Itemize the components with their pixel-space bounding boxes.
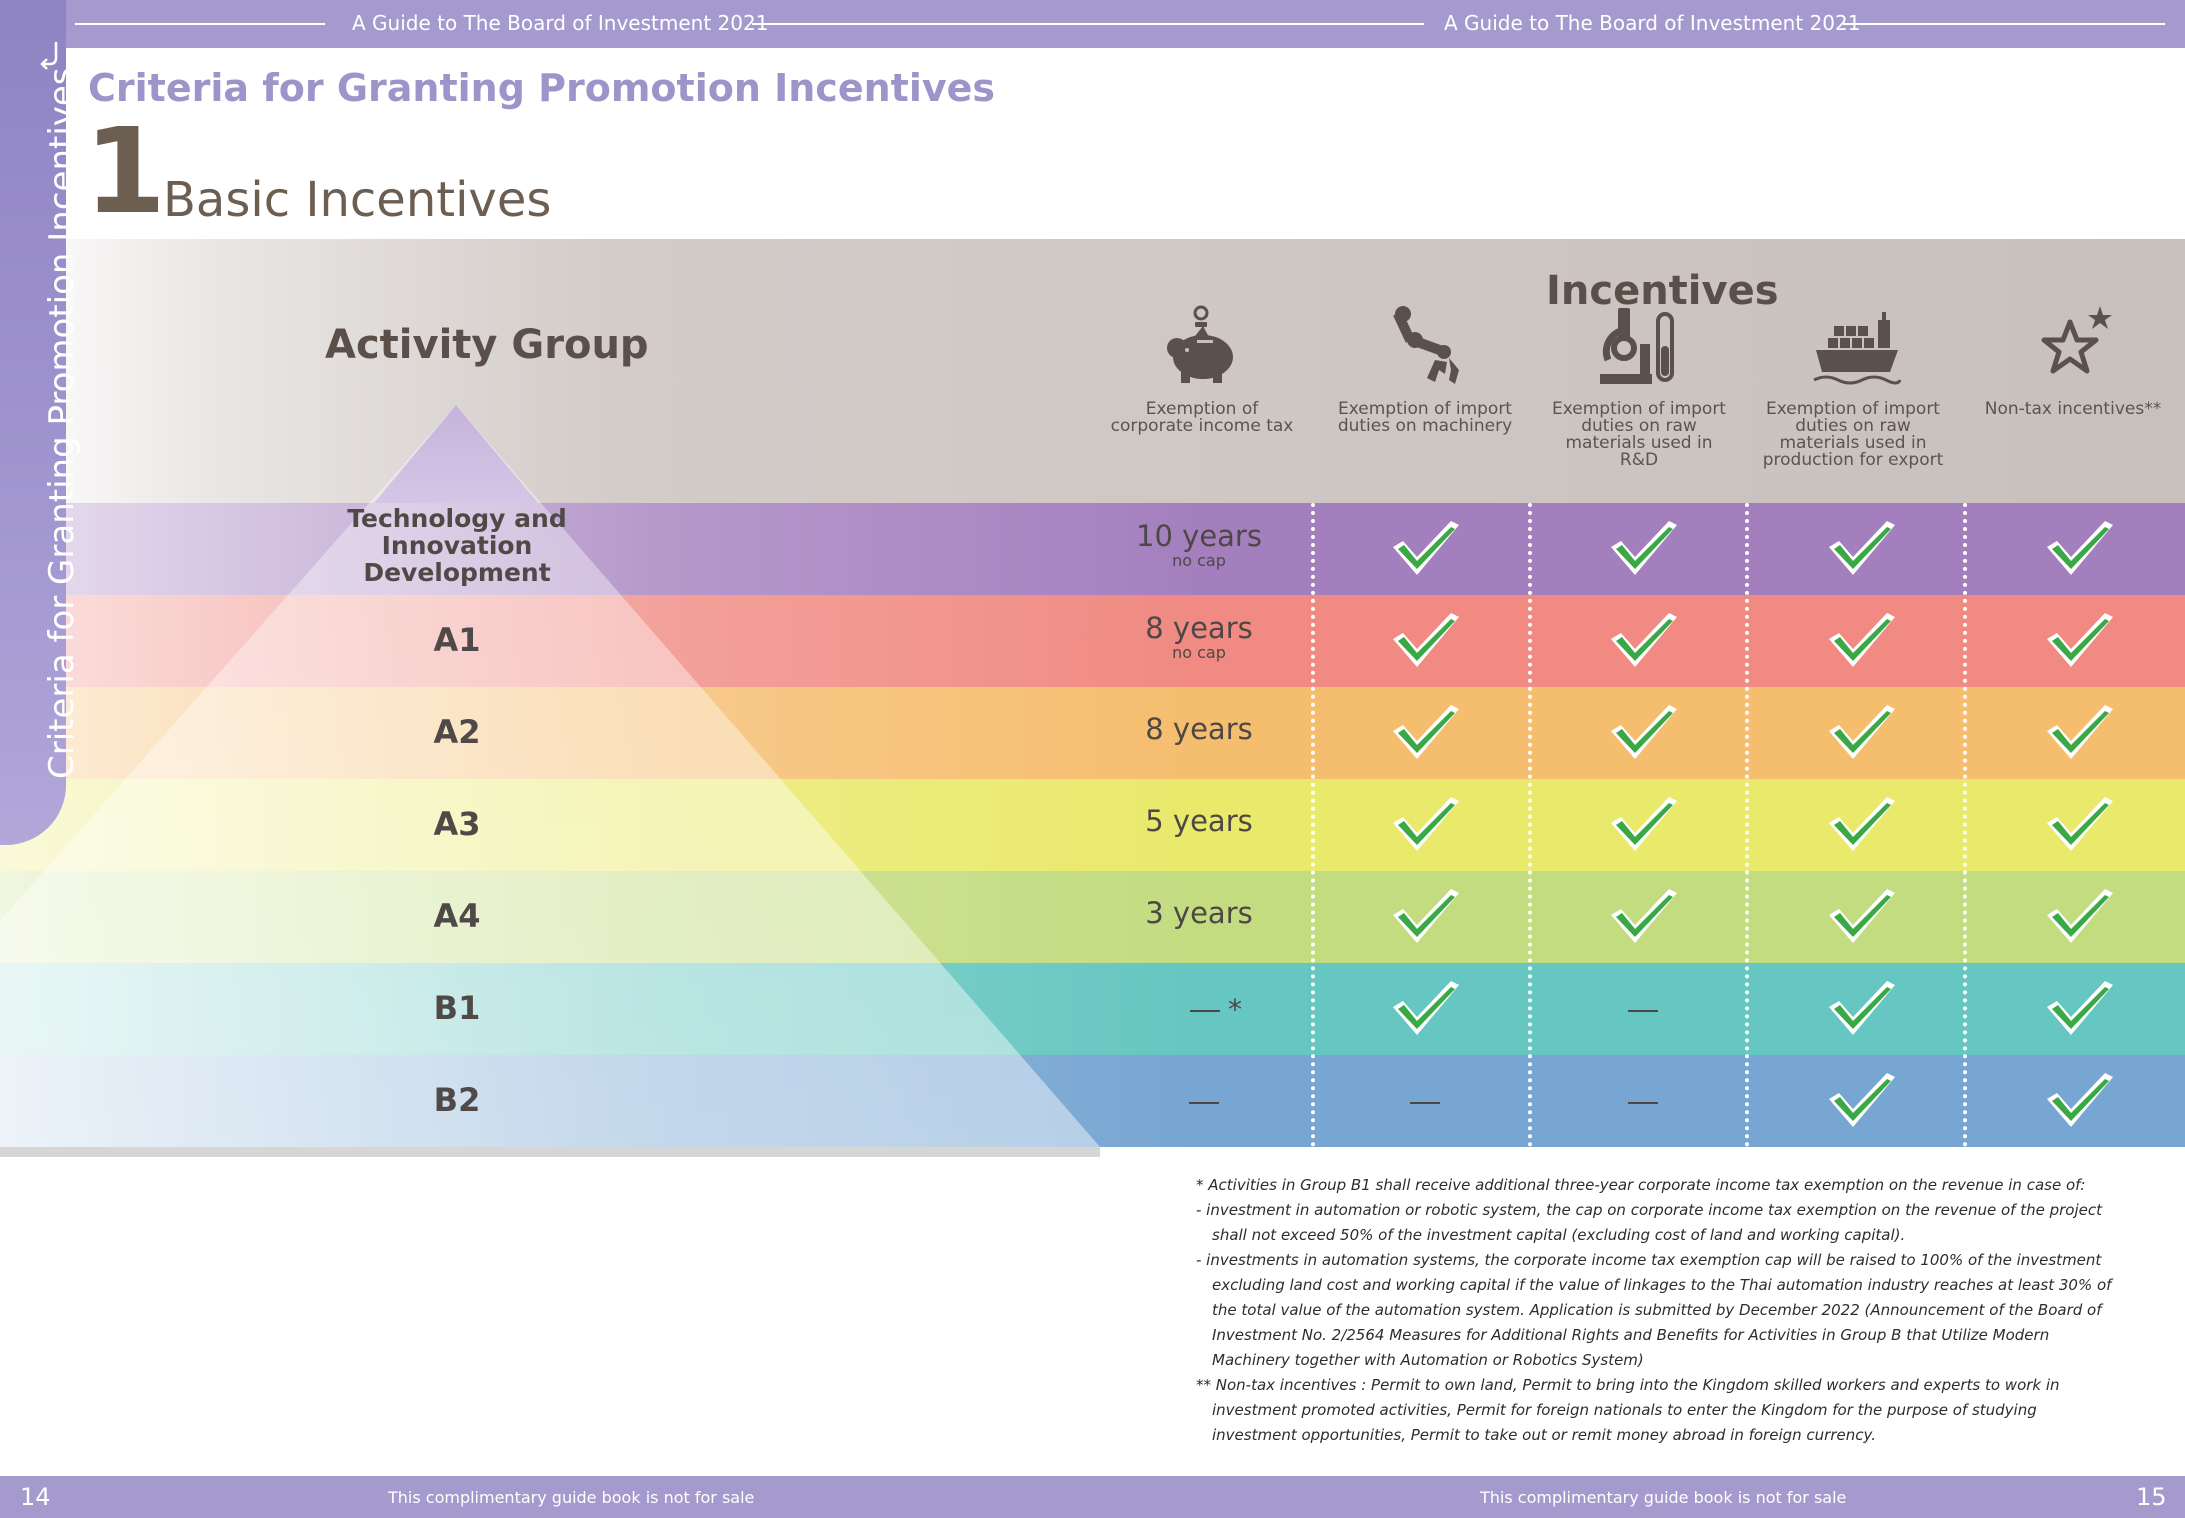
tax-exemption-years: 5 years — [1145, 804, 1253, 838]
activity-group-label: A3 — [433, 805, 481, 843]
pyramid-apex — [374, 405, 538, 503]
column-separator — [1528, 503, 1532, 1147]
no-incentive-dash — [1410, 1102, 1440, 1104]
tax-cap-note: no cap — [1172, 643, 1226, 662]
check-mark-icon — [1829, 521, 1895, 575]
check-mark-icon — [1393, 797, 1459, 851]
check-mark-icon — [1829, 705, 1895, 759]
check-mark-icon — [2047, 797, 2113, 851]
check-mark-icon — [2047, 521, 2113, 575]
check-mark-icon — [2047, 889, 2113, 943]
header-title-left: A Guide to The Board of Investment 2021 — [352, 11, 769, 35]
check-mark-icon — [1611, 889, 1677, 943]
column-separator — [1311, 503, 1315, 1147]
footer-bar — [0, 1476, 2185, 1518]
page-number-left: 14 — [20, 1483, 51, 1511]
header-rule-left — [75, 23, 325, 25]
check-mark-icon — [2047, 613, 2113, 667]
check-mark-icon — [1829, 889, 1895, 943]
check-mark-icon — [1611, 521, 1677, 575]
footnote-b1: * Activities in Group B1 shall receive a… — [1196, 1176, 2086, 1194]
footer-note-right: This complimentary guide book is not for… — [1480, 1488, 1847, 1507]
check-mark-icon — [1611, 613, 1677, 667]
activity-group-label: A1 — [433, 621, 481, 659]
side-section-tab[interactable] — [0, 0, 66, 845]
footnote-b1-automation: - investment in automation or robotic sy… — [1196, 1201, 2102, 1244]
header-rule-right — [1843, 23, 2165, 25]
incentive-col-label-1: Exemption of corporate income tax — [1110, 399, 1294, 436]
activity-group-heading: Activity Group — [325, 322, 649, 368]
tax-exemption-cell: 5 years — [1109, 806, 1289, 837]
incentive-col-label-4: Exemption of import duties on raw materi… — [1762, 399, 1944, 470]
footer-note-left: This complimentary guide book is not for… — [388, 1488, 755, 1507]
activity-group-label: Technology and Innovation Development — [347, 504, 567, 587]
table-header-band — [0, 239, 2185, 503]
check-mark-icon — [1393, 705, 1459, 759]
check-mark-icon — [2047, 705, 2113, 759]
check-mark-icon — [1393, 613, 1459, 667]
subsection-title: Basic Incentives — [163, 172, 552, 228]
robot-arm-icon — [1393, 306, 1459, 384]
tax-exemption-cell: 10 years no cap — [1109, 521, 1289, 570]
activity-group-label: A2 — [433, 713, 481, 751]
check-mark-icon — [1829, 613, 1895, 667]
tax-exemption-years: 3 years — [1145, 896, 1253, 930]
check-mark-icon — [1829, 981, 1895, 1035]
check-mark-icon — [1393, 521, 1459, 575]
side-tab-label: Criteria for Granting Promotion Incentiv… — [42, 67, 82, 779]
check-mark-icon — [1393, 889, 1459, 943]
no-incentive-dash — [1628, 1102, 1658, 1104]
piggy-bank-icon — [1167, 305, 1233, 383]
no-incentive-dash — [1189, 1102, 1219, 1104]
check-mark-icon — [1611, 705, 1677, 759]
tax-cap-note: no cap — [1172, 551, 1226, 570]
activity-group-label: B1 — [433, 989, 481, 1027]
asterisk-mark: * — [1228, 993, 1242, 1026]
check-mark-icon — [1611, 797, 1677, 851]
incentive-col-label-2: Exemption of import duties on machinery — [1337, 399, 1513, 436]
tax-exemption-cell: 3 years — [1109, 898, 1289, 929]
incentives-heading: Incentives — [1546, 268, 1779, 314]
no-incentive-dash — [1190, 1010, 1220, 1012]
footnotes: * Activities in Group B1 shall receive a… — [1196, 1173, 2116, 1448]
incentive-col-label-5: Non-tax incentives** — [1984, 399, 2162, 419]
footnote-b1-linkages: - investments in automation systems, the… — [1196, 1251, 2112, 1369]
return-arrow-icon[interactable] — [38, 40, 62, 70]
stars-icon — [2041, 306, 2112, 374]
activity-group-label: A4 — [433, 897, 481, 935]
microscope-icon — [1600, 308, 1674, 384]
footnote-non-tax: ** Non-tax incentives : Permit to own la… — [1196, 1376, 2060, 1444]
tax-exemption-years: 8 years — [1145, 712, 1253, 746]
section-title: Criteria for Granting Promotion Incentiv… — [88, 66, 996, 110]
pyramid-graphic — [0, 405, 1100, 1157]
header-title-right: A Guide to The Board of Investment 2021 — [1444, 11, 1861, 35]
page-number-right: 15 — [2136, 1483, 2167, 1511]
header-rule-middle — [752, 23, 1424, 25]
check-mark-icon — [2047, 1073, 2113, 1127]
tax-exemption-years: 10 years — [1136, 519, 1262, 553]
subsection-number: 1 — [84, 102, 167, 240]
activity-group-label: B2 — [433, 1081, 481, 1119]
incentive-col-label-3: Exemption of import duties on raw materi… — [1552, 399, 1726, 470]
tax-exemption-cell: 8 years no cap — [1109, 613, 1289, 662]
no-incentive-dash — [1628, 1010, 1658, 1012]
pyramid-shape — [0, 405, 1100, 1147]
check-mark-icon — [1393, 981, 1459, 1035]
cargo-ship-icon — [1813, 312, 1902, 385]
pyramid-shadow — [0, 1147, 1100, 1157]
tax-exemption-years: 8 years — [1145, 611, 1253, 645]
check-mark-icon — [1829, 797, 1895, 851]
column-separator — [1963, 503, 1967, 1147]
tax-exemption-cell: 8 years — [1109, 714, 1289, 745]
column-separator — [1745, 503, 1749, 1147]
check-mark-icon — [2047, 981, 2113, 1035]
check-mark-icon — [1829, 1073, 1895, 1127]
